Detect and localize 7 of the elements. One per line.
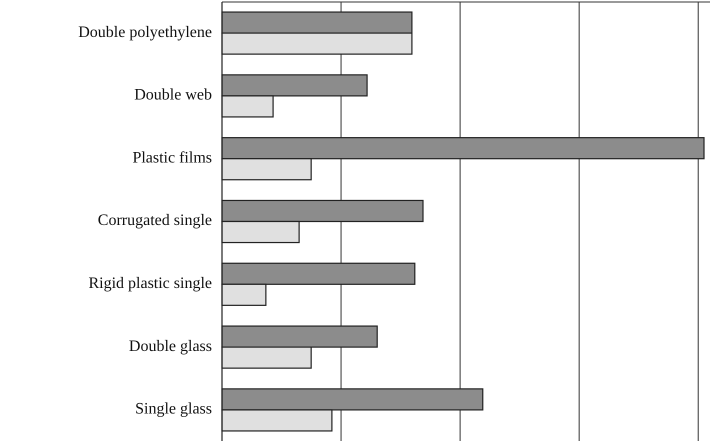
y-tick-label: Plastic films xyxy=(132,149,212,166)
y-tick-label: Double glass xyxy=(128,338,212,355)
y-tick-label: Single glass xyxy=(135,400,212,418)
y-tick-label: Rigid plastic single xyxy=(88,274,212,292)
y-tick-label: Double polyethylene xyxy=(78,24,212,41)
y-tick-label: Double web xyxy=(134,86,212,104)
y-tick-label: Corrugated single xyxy=(98,212,212,230)
